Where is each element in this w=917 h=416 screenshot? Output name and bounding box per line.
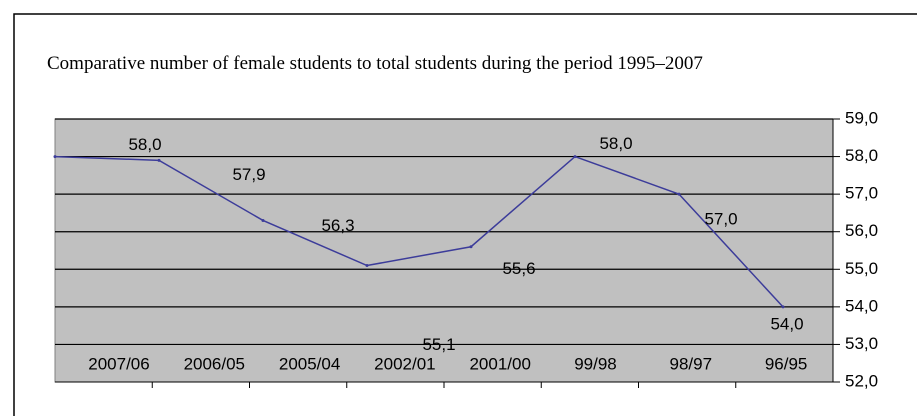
y-tick-label: 57,0 [845, 184, 878, 203]
frame [13, 13, 917, 416]
y-tick-label: 52,0 [845, 371, 878, 390]
x-tick-label: 2007/06 [88, 354, 149, 373]
y-tick-label: 56,0 [845, 221, 878, 240]
data-label: 55,6 [502, 259, 535, 278]
y-tick-label: 59,0 [845, 108, 878, 127]
point [365, 264, 369, 268]
point [469, 245, 473, 249]
point [53, 155, 57, 159]
x-tick-label: 2001/00 [469, 354, 530, 373]
x-tick-label: 2005/04 [279, 354, 340, 373]
data-label: 55,1 [422, 335, 455, 354]
x-tick-label: 99/98 [574, 354, 617, 373]
data-label: 58,0 [128, 135, 161, 154]
x-tick-label: 96/95 [765, 354, 808, 373]
point [261, 218, 265, 222]
y-tick-label: 54,0 [845, 296, 878, 315]
line [54, 155, 784, 308]
data-label: 57,0 [704, 210, 737, 229]
point [157, 158, 161, 162]
data-label: 57,9 [232, 165, 265, 184]
chart-title: Comparative number of female students to… [47, 53, 703, 74]
data-label: 58,0 [599, 134, 632, 153]
point [677, 192, 681, 196]
y-tick-label: 55,0 [845, 259, 878, 278]
x-tick-label: 2002/01 [374, 354, 435, 373]
point [573, 155, 577, 159]
x-tick-label: 2006/05 [184, 354, 245, 373]
y-tick-label: 58,0 [845, 146, 878, 165]
y-tick-label: 53,0 [845, 334, 878, 353]
x-tick-label: 98/97 [670, 354, 713, 373]
plot-area [54, 118, 834, 383]
data-label: 54,0 [770, 314, 803, 333]
point [781, 305, 785, 309]
data-label: 56,3 [321, 216, 354, 235]
